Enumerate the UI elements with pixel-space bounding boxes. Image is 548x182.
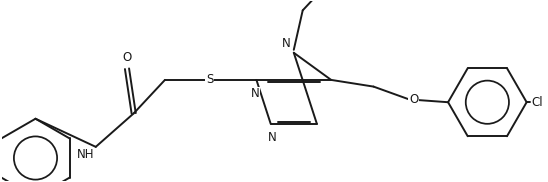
Text: N: N bbox=[282, 37, 290, 50]
Text: Cl: Cl bbox=[531, 96, 543, 109]
Text: O: O bbox=[409, 94, 418, 106]
Text: N: N bbox=[250, 87, 259, 100]
Text: S: S bbox=[206, 73, 213, 86]
Text: NH: NH bbox=[77, 148, 94, 161]
Text: N: N bbox=[268, 131, 277, 144]
Text: O: O bbox=[122, 51, 132, 64]
